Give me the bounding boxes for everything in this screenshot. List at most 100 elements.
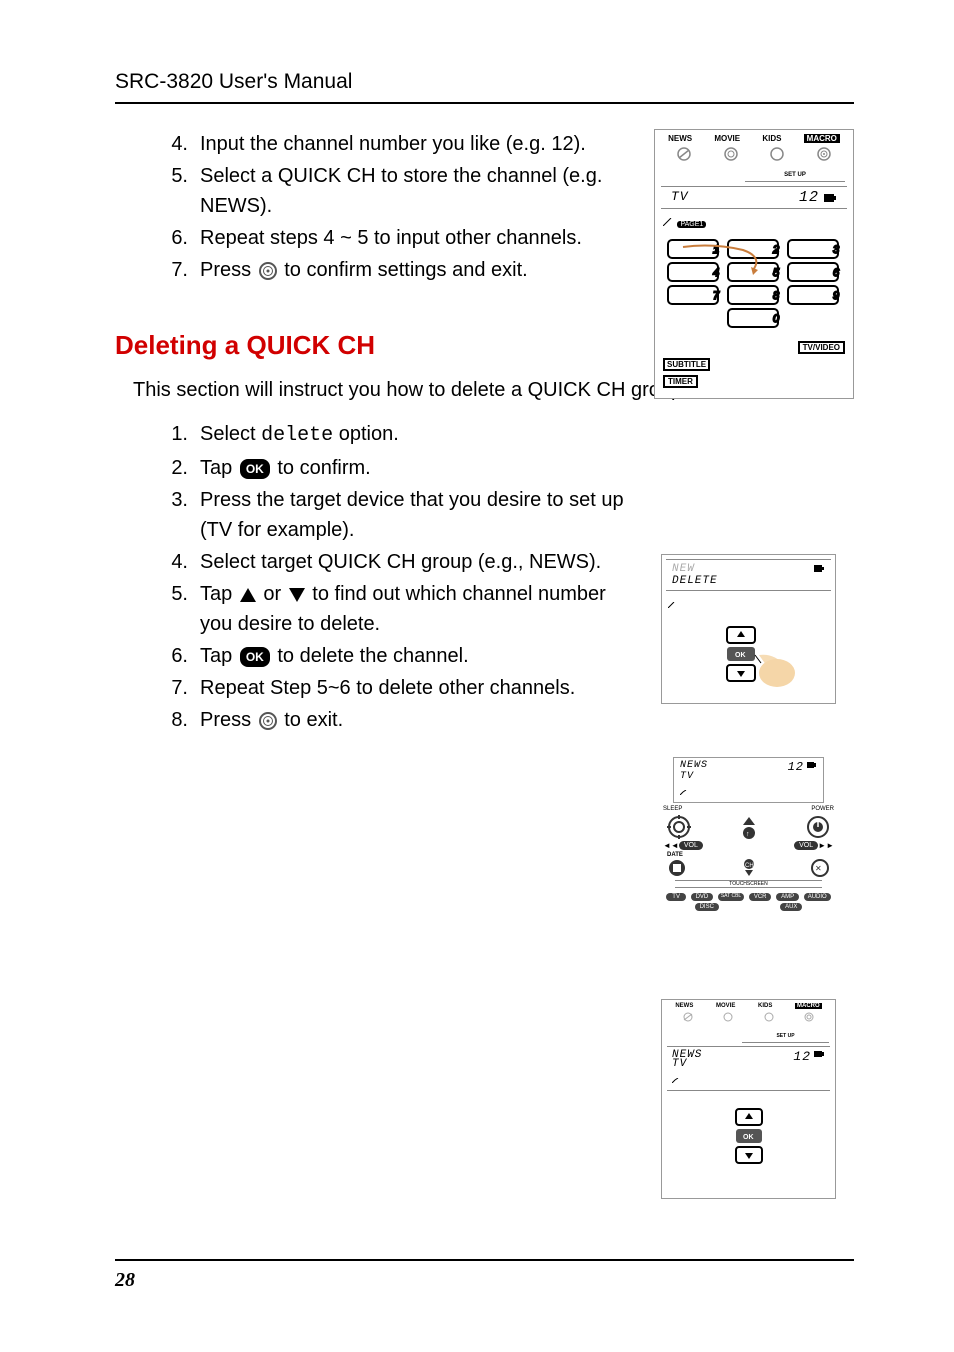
step-number: 4. xyxy=(165,547,200,577)
page-number: 28 xyxy=(115,1269,135,1291)
device-btn: VCR xyxy=(749,893,772,901)
battery-icon xyxy=(813,563,825,575)
device-btn: AUX xyxy=(780,903,802,911)
step-4: 4. Input the channel number you like (e.… xyxy=(165,129,625,159)
step-text: Press the target device that you desire … xyxy=(200,485,625,545)
svg-text:0: 0 xyxy=(773,313,780,325)
step-text: Select delete option. xyxy=(200,419,625,451)
lcd-new: NEW xyxy=(672,563,718,575)
step-b7: 7. Repeat Step 5~6 to delete other chann… xyxy=(165,673,625,703)
lock-icon xyxy=(680,1012,696,1023)
device-btn: DISC xyxy=(695,903,719,911)
play-up-icon: ↑ xyxy=(729,815,769,839)
mute-icon: ✕ xyxy=(810,858,830,878)
step-b4: 4. Select target QUICK CH group (e.g., N… xyxy=(165,547,625,577)
tab-macro: MACRO xyxy=(804,134,840,143)
channel-value: 12 xyxy=(788,760,804,774)
battery-icon xyxy=(823,191,837,205)
steps-bottom: 1. Select delete option. 2. Tap OK to co… xyxy=(165,419,625,735)
text-before: Select xyxy=(200,423,261,445)
step-number: 8. xyxy=(165,705,200,735)
svg-text:CH: CH xyxy=(745,863,754,869)
step-b8: 8. Press to exit. xyxy=(165,705,625,735)
svg-text:2: 2 xyxy=(772,244,779,256)
tab-movie: MOVIE xyxy=(716,1003,735,1009)
step-text: Repeat Step 5~6 to delete other channels… xyxy=(200,673,625,703)
battery-icon xyxy=(807,760,817,770)
target-icon xyxy=(259,262,277,280)
power-icon xyxy=(806,815,830,839)
step-number: 3. xyxy=(165,485,200,545)
step-b1: 1. Select delete option. xyxy=(165,419,625,451)
text-after: to delete the channel. xyxy=(272,645,469,667)
target-icon xyxy=(813,147,835,161)
circle-icon xyxy=(720,1012,736,1023)
signal-icon xyxy=(680,790,688,795)
device-btn: DVD xyxy=(691,893,714,901)
calendar-icon xyxy=(667,858,687,878)
device-btn: AMP xyxy=(776,893,799,901)
tab-kids: KIDS xyxy=(758,1003,772,1009)
text-before: Press xyxy=(200,709,257,731)
circle-icon xyxy=(761,1012,777,1023)
tv-label: TV xyxy=(671,189,689,206)
text-before: Tap xyxy=(200,457,238,479)
setup-label: SET UP xyxy=(784,172,806,178)
device-btn: TV xyxy=(666,893,686,901)
svg-text:7: 7 xyxy=(713,290,720,302)
circle-icon xyxy=(720,147,742,161)
device-btn: AUDIO xyxy=(804,893,831,901)
vol-label: VOL xyxy=(679,841,703,850)
touchscreen-label: TOUCHSCREEN xyxy=(675,880,822,888)
step-number: 5. xyxy=(165,579,200,639)
sleep-label: SLEEP xyxy=(663,806,682,812)
tvvideo-button: TV/VIDEO xyxy=(798,341,845,354)
timer-button: TIMER xyxy=(663,375,698,388)
step-b5: 5. Tap or to find out which channel numb… xyxy=(165,579,625,639)
tab-news: NEWS xyxy=(668,134,692,143)
step-text: Press to confirm settings and exit. xyxy=(200,255,625,285)
figure-remote-keypad: NEWS MOVIE KIDS MACRO SET UP TV 12 xyxy=(654,129,854,399)
ok-icon: OK xyxy=(240,459,270,479)
setup-label: SET UP xyxy=(776,1033,794,1039)
vol-label: VOL xyxy=(794,841,818,850)
channel-value: 12 xyxy=(799,189,819,206)
channel-value: 12 xyxy=(793,1049,811,1064)
page-footer: 28 xyxy=(115,1259,854,1292)
down-triangle-icon xyxy=(289,588,305,602)
step-number: 2. xyxy=(165,453,200,483)
up-triangle-icon xyxy=(240,588,256,602)
step-text: Select target QUICK CH group (e.g., NEWS… xyxy=(200,547,625,577)
step-5: 5. Select a QUICK CH to store the channe… xyxy=(165,161,625,221)
step-text: Input the channel number you like (e.g. … xyxy=(200,129,625,159)
signal-icon xyxy=(668,602,676,608)
signal-icon xyxy=(672,1078,680,1083)
svg-text:3: 3 xyxy=(833,244,840,256)
gear-icon xyxy=(667,815,691,839)
tab-movie: MOVIE xyxy=(714,134,740,143)
step-number: 7. xyxy=(165,255,200,285)
step-text: Repeat steps 4 ~ 5 to input other channe… xyxy=(200,223,625,253)
step-number: 6. xyxy=(165,641,200,671)
svg-text:↑: ↑ xyxy=(746,831,750,838)
header-title: SRC-3820 User's Manual xyxy=(115,70,352,93)
text-before: Press xyxy=(200,259,257,281)
step-7: 7. Press to confirm settings and exit. xyxy=(165,255,625,285)
svg-text:8: 8 xyxy=(773,290,780,302)
step-text: Tap OK to delete the channel. xyxy=(200,641,625,671)
nav-pad: OK xyxy=(699,625,799,695)
svg-text:4: 4 xyxy=(713,267,719,279)
ok-icon: OK xyxy=(240,647,270,667)
figure-news-screen: NEWS MOVIE KIDS MACRO SET UP NEWS TV xyxy=(661,999,836,1199)
figure-remote-overview: NEWS TV 12 SLEEP POWER ↑ ◄◄ xyxy=(661,757,836,952)
nav-pad: OK xyxy=(724,1107,774,1177)
step-number: 7. xyxy=(165,673,200,703)
page-header: SRC-3820 User's Manual xyxy=(115,70,854,104)
svg-text:✕: ✕ xyxy=(815,864,822,873)
text-after: to confirm. xyxy=(272,457,371,479)
battery-icon xyxy=(814,1049,825,1060)
power-label: POWER xyxy=(811,806,834,812)
step-number: 6. xyxy=(165,223,200,253)
step-text: Tap OK to confirm. xyxy=(200,453,625,483)
text-mid: or xyxy=(258,583,287,605)
